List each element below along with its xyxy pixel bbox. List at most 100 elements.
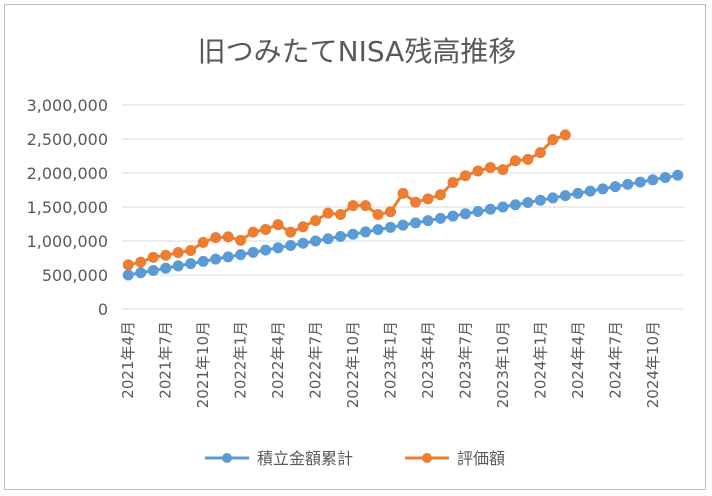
data-point [297, 237, 309, 249]
data-point [147, 264, 159, 276]
x-tick-label: 2023年10月 [494, 321, 512, 408]
data-point [272, 242, 284, 254]
data-point [335, 230, 347, 242]
data-point [210, 253, 222, 265]
data-point [597, 183, 609, 195]
data-point [172, 260, 184, 272]
data-point [360, 200, 372, 212]
data-point [647, 174, 659, 186]
series-line [127, 133, 566, 267]
data-point [609, 181, 621, 193]
data-point [472, 206, 484, 218]
x-tick-label: 2022年1月 [232, 321, 250, 399]
data-point [197, 255, 209, 267]
x-tick-label: 2023年1月 [382, 321, 400, 399]
series-cumulative-contribution [122, 169, 684, 281]
y-tick-label: 0 [98, 300, 108, 319]
data-point [160, 262, 172, 274]
data-point [285, 240, 297, 252]
y-axis: 0 500,000 1,000,000 1,500,000 2,000,000 2,500… [27, 96, 108, 319]
data-point [659, 172, 671, 184]
data-point [372, 208, 384, 220]
data-point [322, 207, 334, 219]
x-tick-label: 2024年1月 [531, 321, 549, 399]
data-point [559, 129, 571, 141]
x-tick-label: 2022年4月 [269, 321, 287, 399]
data-point [497, 201, 509, 213]
data-point [447, 210, 459, 222]
data-point [322, 233, 334, 245]
y-tick-label: 2,500,000 [27, 130, 108, 149]
data-point [547, 192, 559, 204]
data-point [622, 178, 634, 190]
data-point [409, 196, 421, 208]
data-point [297, 221, 309, 233]
x-tick-label: 2024年4月 [569, 321, 587, 399]
data-point [272, 219, 284, 231]
data-point [185, 258, 197, 270]
data-point [247, 246, 259, 258]
data-point [634, 176, 646, 188]
legend-label: 積立金額累計 [257, 449, 353, 468]
legend-item: 評価額 [405, 449, 505, 468]
x-tick-label: 2022年7月 [307, 321, 325, 399]
data-point [135, 267, 147, 279]
data-point [135, 256, 147, 268]
chart-canvas: 旧つみたてNISA残高推移 0 500,000 1,000,000 1,500,000… [27, 35, 684, 468]
y-tick-label: 1,000,000 [27, 232, 108, 251]
x-tick-label: 2021年10月 [194, 321, 212, 408]
data-point [397, 187, 409, 199]
data-point [197, 236, 209, 248]
data-point [310, 215, 322, 227]
x-axis: 2021年4月 2021年7月 2021年10月 2022年1月 2022年4月 2022… [119, 308, 684, 408]
data-point [347, 228, 359, 240]
data-point [185, 245, 197, 257]
data-point [397, 219, 409, 231]
y-tick-label: 2,000,000 [27, 164, 108, 183]
data-point [260, 223, 272, 235]
chart-frame: 旧つみたてNISA残高推移 0 500,000 1,000,000 1,500,000… [4, 4, 706, 490]
x-tick-label: 2023年7月 [456, 321, 474, 399]
data-point [160, 249, 172, 261]
y-tick-label: 3,000,000 [27, 96, 108, 115]
data-point [147, 251, 159, 263]
data-point [222, 251, 234, 263]
data-point [509, 155, 521, 167]
data-point [572, 187, 584, 199]
data-point [484, 162, 496, 174]
legend-label: 評価額 [457, 449, 505, 468]
data-point [534, 194, 546, 206]
data-point [372, 224, 384, 236]
data-point [235, 234, 247, 246]
x-tick-label: 2023年4月 [419, 321, 437, 399]
data-point [235, 249, 247, 261]
data-point [459, 208, 471, 220]
data-point [434, 212, 446, 224]
x-tick-label: 2022年10月 [344, 321, 362, 408]
data-point [422, 193, 434, 205]
series-layer [122, 129, 684, 281]
data-point [172, 247, 184, 259]
data-point [122, 259, 134, 271]
data-point [422, 215, 434, 227]
data-point [409, 217, 421, 229]
data-point [497, 164, 509, 176]
data-point [534, 147, 546, 159]
data-point [310, 235, 322, 247]
data-point [260, 244, 272, 256]
chart-title: 旧つみたてNISA残高推移 [198, 35, 517, 68]
data-point [459, 170, 471, 182]
data-point [347, 200, 359, 212]
data-point [385, 221, 397, 233]
data-point [222, 231, 234, 243]
series-valuation [122, 129, 571, 271]
x-tick-label: 2024年7月 [606, 321, 624, 399]
data-point [247, 226, 259, 238]
x-tick-label: 2021年7月 [157, 321, 175, 399]
data-point [484, 203, 496, 215]
legend-marker [222, 453, 232, 463]
data-point [122, 269, 134, 281]
data-point [522, 196, 534, 208]
legend-item: 積立金額累計 [205, 449, 353, 468]
x-tick-label: 2021年4月 [119, 321, 137, 399]
